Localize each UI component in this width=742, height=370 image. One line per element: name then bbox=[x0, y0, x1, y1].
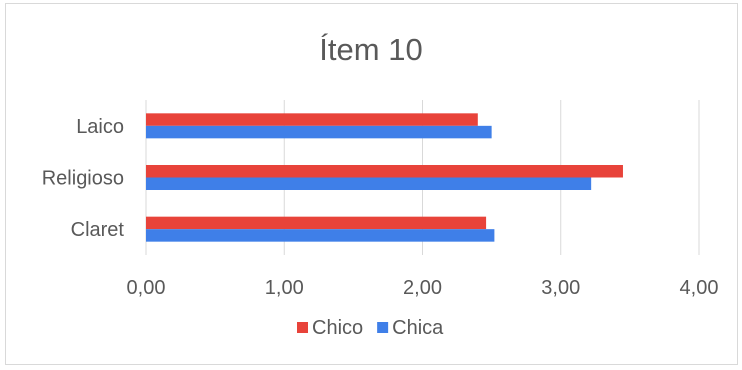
legend-label-chico: Chico bbox=[312, 317, 363, 339]
category-label: Laico bbox=[76, 116, 124, 138]
legend-swatch-chica bbox=[377, 322, 389, 333]
x-tick-label: 1,00 bbox=[265, 277, 304, 299]
bars bbox=[146, 113, 623, 242]
bar-chico-claret bbox=[146, 216, 487, 230]
x-tick-label: 3,00 bbox=[541, 277, 580, 299]
x-tick-label: 4,00 bbox=[680, 277, 719, 299]
chart-title: Ítem 10 bbox=[319, 32, 422, 67]
bar-chico-laico bbox=[146, 113, 478, 126]
category-labels: Laico Religioso Claret bbox=[42, 116, 125, 241]
category-label: Claret bbox=[71, 219, 125, 241]
legend-swatch-chico bbox=[297, 322, 308, 333]
bar-chico-religioso bbox=[146, 165, 623, 178]
x-tick-labels: 0,00 1,00 2,00 3,00 4,00 bbox=[127, 277, 719, 299]
x-tick-label: 2,00 bbox=[403, 277, 442, 299]
legend-label-chica: Chica bbox=[392, 317, 444, 339]
bar-chica-religioso bbox=[146, 177, 592, 190]
legend: Chico Chica bbox=[297, 317, 444, 339]
bar-chica-laico bbox=[146, 125, 492, 139]
bar-chica-claret bbox=[146, 229, 495, 242]
category-label: Religioso bbox=[42, 168, 124, 190]
x-tick-label: 0,00 bbox=[127, 277, 166, 299]
